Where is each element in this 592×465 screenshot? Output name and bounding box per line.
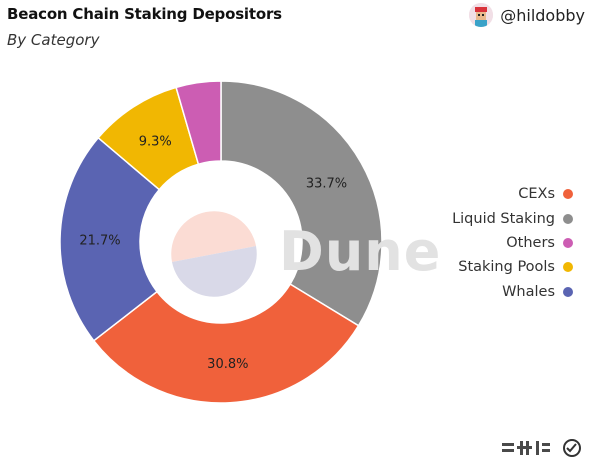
- slice-cexs[interactable]: [92, 283, 360, 404]
- legend-swatch: [563, 286, 573, 297]
- legend-swatch: [563, 262, 573, 273]
- author-name[interactable]: @hildobby: [500, 5, 585, 25]
- slice-others[interactable]: [175, 80, 222, 166]
- dune-watermark: Dune: [279, 220, 442, 283]
- exchange-logo-icon: [502, 439, 581, 457]
- data-label-cexs: 30.8%: [207, 357, 248, 372]
- legend-item[interactable]: Others: [452, 231, 573, 255]
- legend-item[interactable]: CEXs: [452, 182, 573, 206]
- data-label-staking-pools: 9.3%: [139, 134, 172, 149]
- legend-swatch: [563, 213, 573, 224]
- legend-item[interactable]: Whales: [452, 280, 573, 304]
- slice-whales[interactable]: [59, 136, 161, 342]
- slice-liquid-staking[interactable]: [220, 80, 383, 327]
- legend-label: Others: [506, 234, 555, 251]
- legend-item[interactable]: Liquid Staking: [452, 206, 573, 230]
- author-badge[interactable]: @hildobby: [469, 2, 585, 28]
- watermark-logo-bottom: [172, 246, 257, 297]
- data-label-whales: 21.7%: [79, 233, 120, 248]
- footer-logo: [500, 437, 586, 459]
- legend-swatch: [563, 237, 573, 248]
- avatar-icon: [469, 3, 494, 27]
- chart-legend: CEXs Liquid Staking Others Staking Pools Wha…: [452, 182, 573, 304]
- data-label-liquid-staking: 33.7%: [306, 177, 347, 192]
- chart-title: Beacon Chain Staking Depositors: [7, 5, 282, 23]
- legend-item[interactable]: Staking Pools: [452, 255, 573, 279]
- avatar: [469, 3, 494, 27]
- chart-header: Beacon Chain Staking Depositors By Categ…: [0, 0, 592, 60]
- legend-label: Staking Pools: [458, 259, 555, 276]
- legend-label: Whales: [502, 283, 555, 300]
- legend-label: CEXs: [518, 186, 555, 203]
- chart-subtitle: By Category: [7, 31, 100, 49]
- legend-swatch: [563, 189, 573, 200]
- watermark-logo-top: [171, 211, 256, 262]
- legend-label: Liquid Staking: [452, 210, 555, 227]
